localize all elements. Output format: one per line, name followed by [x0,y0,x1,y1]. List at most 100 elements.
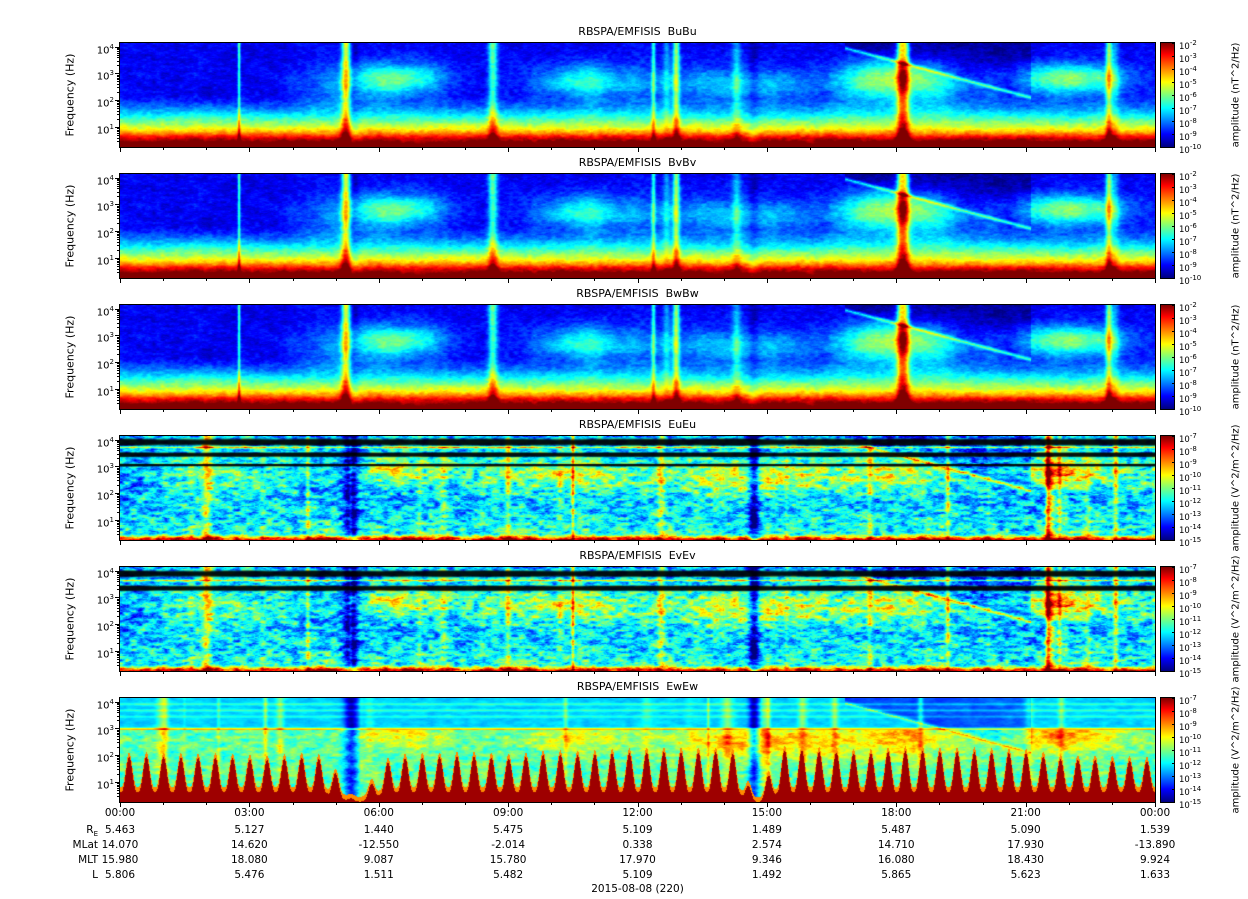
tick-mark [120,279,121,283]
tick-mark [767,803,768,807]
tick-mark [1172,134,1175,135]
tick-mark [117,403,119,404]
ephemeris-value: 15.980 [101,854,139,866]
tick-mark [117,363,119,364]
colorbar-tick-label: 10-14 [1179,785,1202,798]
tick-mark [379,672,380,676]
tick-mark [117,188,119,189]
tick-mark [117,49,119,50]
time-tick-label: 03:00 [234,807,265,819]
tick-mark [1172,95,1175,96]
tick-mark [117,92,119,93]
colorbar-label: amplitude (nT^2/Hz) [1230,42,1242,148]
tick-mark [117,323,119,324]
tick-mark [117,480,119,481]
colorbar-tick-label: 10-8 [1179,445,1197,458]
tick-mark [117,395,119,396]
tick-mark [1155,410,1156,414]
tick-mark [206,672,207,674]
tick-mark [117,87,119,88]
tick-mark [117,210,119,211]
tick-mark [1172,671,1175,672]
tick-mark [810,410,811,412]
tick-mark [117,373,119,374]
tick-mark [117,589,119,590]
tick-mark [206,803,207,805]
tick-mark [117,627,119,628]
panel-ewew: RBSPA/EMFISIS EwEw Frequency (Hz) amplit… [0,680,1248,814]
tick-mark [117,223,119,224]
y-tick-label: 103 [96,331,114,345]
tick-mark [117,499,119,500]
colorbar-tick-label: 10-11 [1179,484,1202,497]
tick-mark [939,148,940,150]
tick-mark [117,599,119,600]
tick-mark [1172,619,1175,620]
tick-mark [1112,279,1113,281]
tick-mark [117,665,119,666]
tick-mark [638,279,639,283]
tick-mark [1172,108,1175,109]
ephemeris-value: 14.710 [877,839,915,851]
tick-mark [939,541,940,543]
tick-mark [117,731,119,732]
tick-mark [508,148,509,152]
ephemeris-value: 1.440 [363,824,394,836]
tick-mark [1026,410,1027,414]
colorbar-tick-label: 10-10 [1179,602,1202,615]
ephemeris-value: 17.930 [1007,839,1044,851]
tick-mark [117,756,119,757]
tick-mark [117,458,119,459]
tick-mark [163,672,164,674]
tick-mark [1172,331,1175,332]
tick-mark [379,279,380,283]
tick-mark [117,485,119,486]
tick-mark [117,370,119,371]
y-axis-label: Frequency (Hz) [63,315,77,399]
tick-mark [117,474,119,475]
tick-mark [422,541,423,543]
tick-mark [117,119,119,120]
tick-mark [1172,69,1175,70]
y-tick-label: 104 [96,173,114,187]
tick-mark [810,541,811,543]
tick-mark [767,279,768,283]
tick-mark [117,761,119,762]
tick-mark [117,716,119,717]
tick-mark [117,400,119,401]
tick-mark [117,272,119,273]
tick-mark [336,148,337,150]
tick-mark [206,279,207,281]
tick-mark [379,541,380,545]
tick-mark [117,101,119,102]
colorbar-tick-label: 10-10 [1179,274,1202,287]
tick-mark [117,635,119,636]
tick-mark [551,803,552,805]
colorbar-tick-label: 10-15 [1179,798,1202,811]
tick-mark [117,212,119,213]
tick-mark [896,410,897,414]
tick-mark [117,603,119,604]
tick-mark [1172,396,1175,397]
colorbar-tick-label: 10-9 [1179,261,1197,274]
tick-mark [983,803,984,805]
tick-mark [117,237,119,238]
tick-mark [117,133,119,134]
colorbar-tick-label: 10-8 [1179,379,1197,392]
tick-mark [293,279,294,281]
tick-mark [117,57,119,58]
tick-mark [115,624,119,625]
ephemeris-value: -2.014 [491,839,526,851]
tick-mark [117,579,119,580]
tick-mark [810,279,811,281]
tick-mark [594,148,595,150]
tick-mark [117,207,119,208]
tick-mark [939,279,940,281]
tick-mark [465,672,466,674]
tick-mark [1172,789,1175,790]
colorbar-tick-label: 10-9 [1179,130,1197,143]
tick-mark [249,279,250,283]
tick-mark [983,541,984,543]
colorbar-tick-label: 10-12 [1179,497,1202,510]
colorbar-tick-label: 10-15 [1179,536,1202,549]
